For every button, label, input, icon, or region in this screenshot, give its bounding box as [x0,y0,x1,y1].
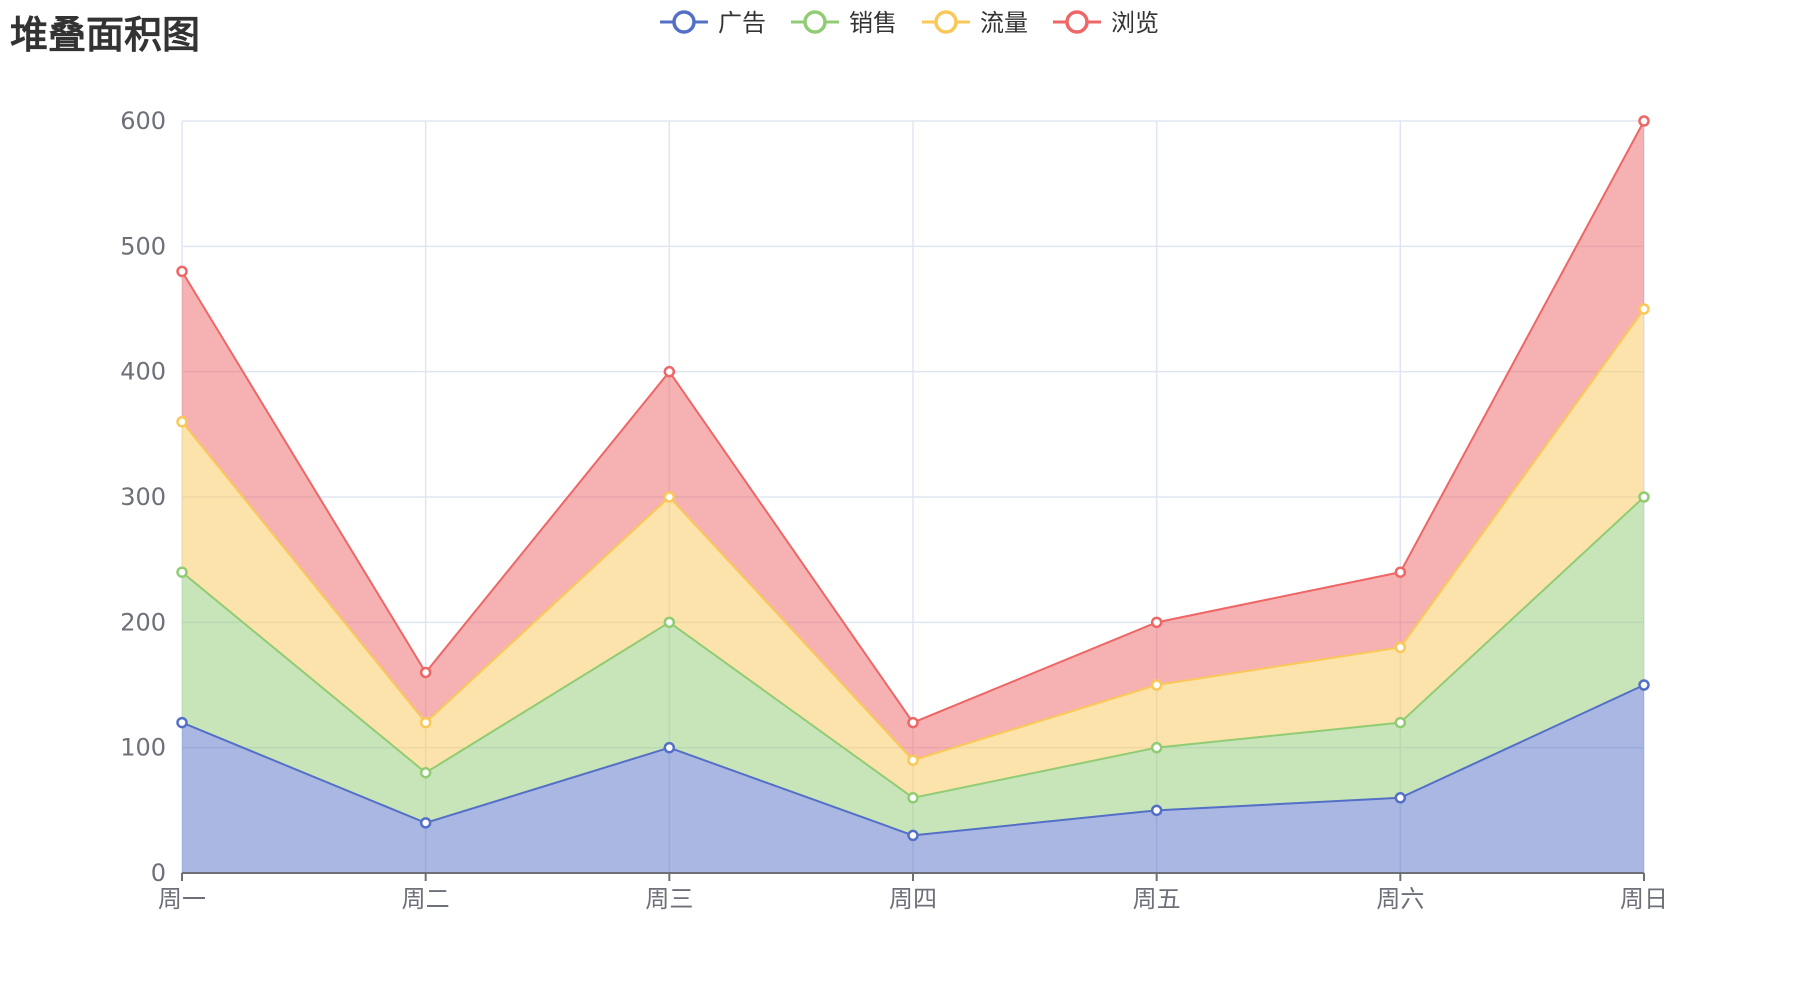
legend-marker-icon [934,10,958,34]
axis-layer: 0 100 200 300 400 500 600 周一 周二 周三 周四 周五 周六 周日 [120,107,1668,913]
series-area-4 [182,121,1644,761]
series-area-3 [182,309,1644,798]
y-tick-label: 100 [120,734,166,762]
x-tick-label: 周一 [158,885,206,913]
data-point [419,817,432,829]
area-layer [182,121,1644,873]
legend-item: 流量 [922,9,1028,37]
point-layer [176,115,1650,842]
legend-label: 浏览 [1111,9,1159,37]
data-point [1394,641,1407,654]
series-area-2 [182,497,1644,836]
data-point [176,566,188,578]
data-point [1638,679,1650,691]
data-point [176,716,188,729]
legend-item: 浏览 [1053,9,1159,37]
series-area-1 [182,685,1644,873]
chart-title: 堆叠面积图 [10,13,201,57]
y-tick-label: 600 [120,107,166,135]
data-point [907,754,919,766]
x-tick-label: 周日 [1620,885,1668,913]
x-tick-label: 周三 [645,885,693,913]
data-point [663,491,676,503]
data-point [1638,303,1650,315]
data-point [419,716,432,729]
legend-label: 流量 [980,9,1028,37]
data-point [907,716,919,729]
legend-marker-icon [803,10,827,34]
y-tick-label: 0 [151,859,166,887]
legend-item: 销售 [791,9,897,37]
x-tick-label: 周四 [889,885,937,913]
data-point [1394,716,1407,729]
data-point [907,792,919,804]
data-point [1150,679,1163,691]
data-point [1394,566,1407,578]
data-point [1150,616,1163,629]
legend-label: 广告 [718,9,766,37]
legend: 广告 销售 流量 浏览 [660,9,1159,37]
data-point [1150,741,1163,754]
legend-label: 销售 [849,9,897,37]
data-point [1638,115,1650,127]
data-point [1394,792,1407,804]
data-point [663,365,676,378]
x-tick-label: 周二 [402,885,450,913]
y-tick-label: 400 [120,358,166,386]
x-tick-label: 周五 [1133,885,1181,913]
y-tick-label: 200 [120,608,166,636]
data-point [176,416,188,428]
legend-item: 广告 [660,9,766,37]
data-point [176,265,188,278]
data-point [663,741,676,754]
data-point [907,829,919,842]
y-tick-label: 500 [120,232,166,260]
data-point [663,616,676,629]
legend-marker-icon [672,10,696,34]
data-point [1150,804,1163,817]
data-point [419,766,432,779]
data-point [419,666,432,679]
data-point [1638,491,1650,503]
x-tick-label: 周六 [1376,885,1424,913]
legend-marker-icon [1065,10,1089,34]
y-tick-label: 300 [120,483,166,511]
